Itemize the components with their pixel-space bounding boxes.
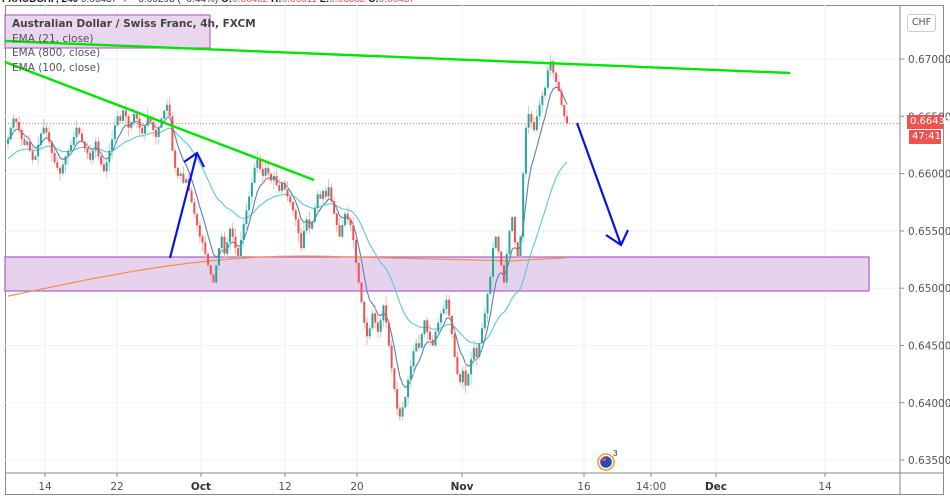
time-tick-label: 16 <box>577 481 591 493</box>
last-price-tag: 0.66437 <box>907 115 950 129</box>
legend-ema-100[interactable]: EMA (100, close) <box>12 61 101 74</box>
price-tick-label: 0.65000 <box>908 283 950 295</box>
chart-legend: Australian Dollar / Swiss Franc, 4h, FXC… <box>12 17 256 75</box>
high-value: 0.66511 <box>282 0 317 5</box>
bar-countdown: 47:41 <box>909 130 941 144</box>
price-tick-label: 0.63500 <box>908 455 950 467</box>
time-tick-label: Nov <box>451 481 474 493</box>
symbol-name: FXAUDCHF, 240 <box>2 0 78 5</box>
open-label: O: <box>221 0 232 5</box>
price-tick-label: 0.64500 <box>908 341 950 353</box>
time-tick-label: 14:00 <box>636 481 666 493</box>
price-tick-label: 0.64000 <box>908 398 950 410</box>
low-label: L: <box>320 0 329 5</box>
time-tick-label: 12 <box>278 481 291 493</box>
time-tick-label: 22 <box>110 481 123 493</box>
legend-ema-800[interactable]: EMA (800, close) <box>12 47 101 59</box>
time-tick-label: 14 <box>38 481 52 493</box>
ema-lines <box>7 86 568 389</box>
candlesticks <box>7 54 568 422</box>
high-label: H: <box>271 0 282 5</box>
economic-event-marker[interactable]: 3 <box>597 449 618 471</box>
descending-trendline[interactable] <box>4 60 315 182</box>
grid-lines <box>5 5 900 473</box>
price-tick-label: 0.67000 <box>908 54 950 66</box>
close-label: C: <box>368 0 379 5</box>
legend-title: Australian Dollar / Swiss Franc, 4h, FXC… <box>12 18 256 30</box>
time-tick-label: Dec <box>705 481 727 493</box>
low-value: 0.66382 <box>329 0 365 5</box>
time-axis[interactable]: 14 22 Oct 12 20 Nov 16 14:00 Dec 14 <box>38 473 832 493</box>
close-value: 0.66437 <box>379 0 415 5</box>
time-tick-label: Oct <box>191 481 211 493</box>
support-zone[interactable] <box>4 256 870 292</box>
time-tick-label: 14 <box>818 481 832 493</box>
event-count: 3 <box>613 449 618 458</box>
down-arrow[interactable] <box>575 122 623 246</box>
drawings[interactable] <box>4 39 791 259</box>
up-arrow[interactable] <box>168 152 199 259</box>
price-tick-label: 0.65500 <box>908 226 950 238</box>
chart-frame <box>5 5 944 495</box>
australia-flag-event-icon <box>597 453 615 471</box>
currency-button[interactable]: CHF <box>907 14 936 32</box>
price-tick-label: 0.66000 <box>908 169 950 181</box>
price-change: −0.00293 (−0.44%) <box>133 0 219 5</box>
open-value: 0.66482 <box>232 0 268 5</box>
change-arrow-icon: ▼ <box>120 0 130 5</box>
upper-resistance-trendline[interactable] <box>4 39 791 75</box>
last-price: 0.66437 <box>81 0 117 5</box>
symbol-header: FXAUDCHF, 240 0.66437 ▼ −0.00293 (−0.44%… <box>2 0 415 6</box>
legend-ema-21[interactable]: EMA (21, close) <box>12 32 94 45</box>
time-tick-label: 20 <box>350 481 363 493</box>
